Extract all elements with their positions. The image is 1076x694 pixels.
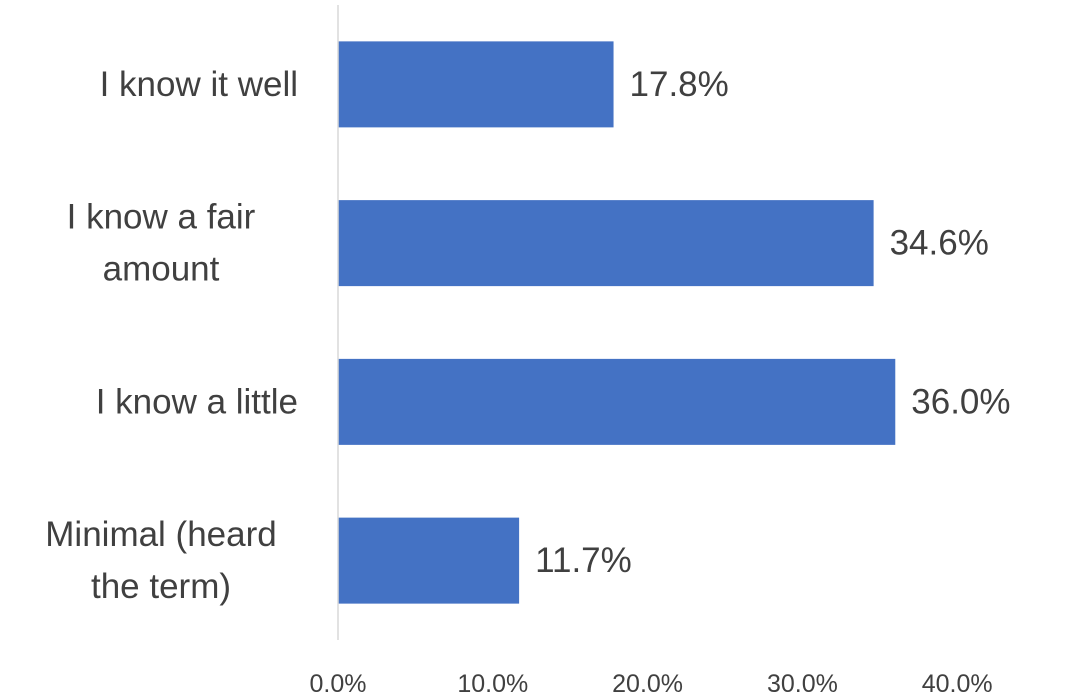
bar	[338, 200, 874, 287]
category-label: I know a little	[96, 382, 298, 421]
x-tick-label: 40.0%	[922, 670, 993, 694]
x-tick-label: 10.0%	[457, 670, 528, 694]
x-tick-label: 0.0%	[310, 670, 367, 694]
bars-layer	[338, 41, 896, 604]
data-label: 11.7%	[535, 541, 632, 580]
category-label: the term)	[91, 567, 231, 606]
category-label: amount	[103, 250, 220, 289]
bar	[338, 358, 896, 445]
category-label: I know a fair	[67, 198, 256, 237]
x-axis-ticks: 0.0% 10.0% 20.0% 30.0% 40.0%	[310, 670, 993, 694]
bar	[338, 517, 520, 604]
labels-layer: 17.8% I know it well 34.6% I know a fair amo…	[45, 65, 1010, 606]
data-label: 17.8%	[630, 65, 729, 104]
bar	[338, 41, 614, 128]
category-label: Minimal (heard	[45, 515, 276, 554]
x-tick-label: 30.0%	[767, 670, 838, 694]
category-label: I know it well	[100, 65, 298, 104]
data-label: 34.6%	[890, 224, 989, 263]
data-label: 36.0%	[911, 382, 1010, 421]
x-tick-label: 20.0%	[612, 670, 683, 694]
